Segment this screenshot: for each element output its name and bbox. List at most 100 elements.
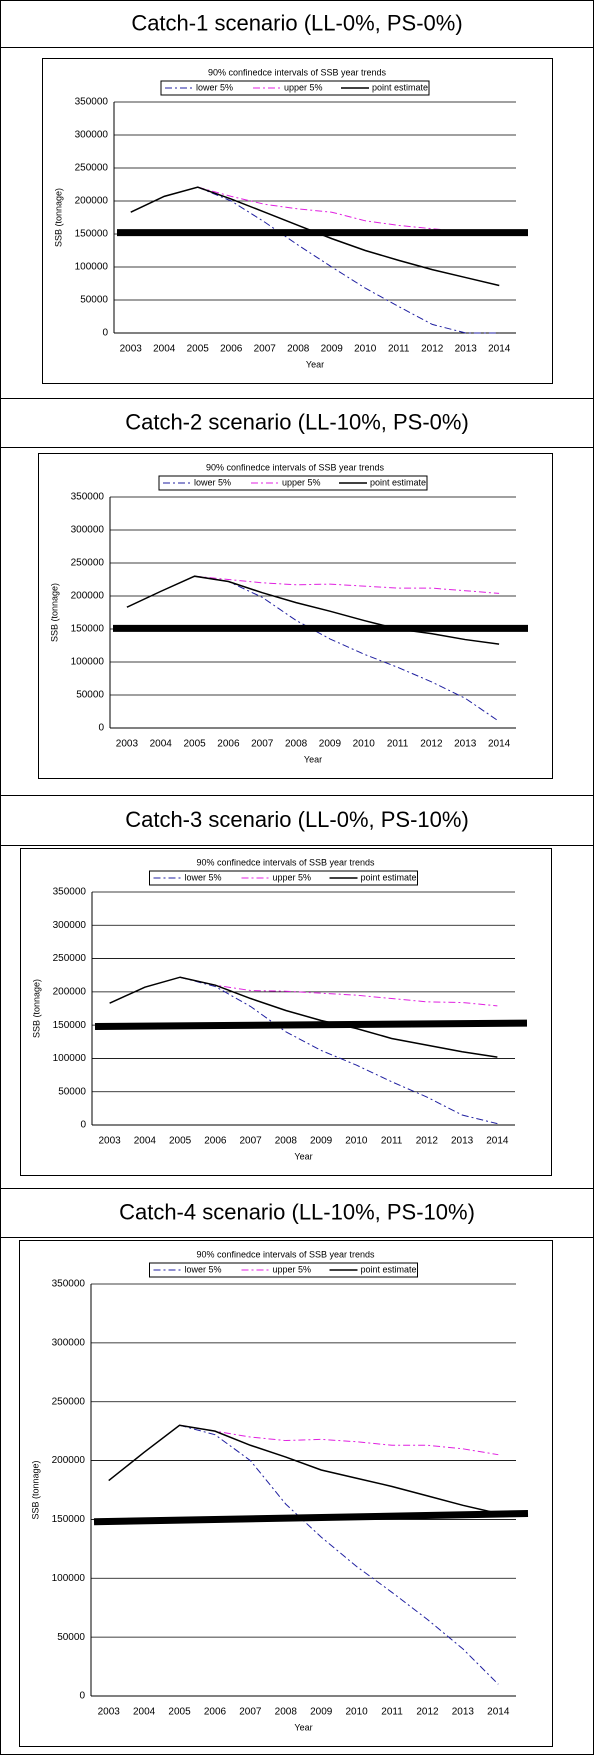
x-tick-label: 2012	[416, 1707, 439, 1718]
y-tick-label: 200000	[75, 196, 109, 207]
series-line	[109, 976, 498, 1058]
scenario-heading: Catch-3 scenario (LL-0%, PS-10%)	[125, 807, 469, 832]
reference-line	[93, 1510, 529, 1526]
legend-label: lower 5%	[194, 477, 231, 487]
x-tick-label: 2012	[420, 739, 443, 750]
y-tick-label: 100000	[75, 262, 109, 273]
x-axis-label: Year	[304, 754, 322, 764]
x-tick-label: 2009	[319, 739, 342, 750]
y-tick-label: 300000	[75, 130, 109, 141]
y-axis-label: SSB (tonnage)	[31, 979, 41, 1038]
x-tick-label: 2009	[310, 1707, 333, 1718]
x-tick-label: 2011	[388, 344, 410, 355]
chart-title: 90% confinedce intervals of SSB year tre…	[208, 67, 387, 77]
y-axis-label: SSB (tonnage)	[30, 1460, 40, 1519]
x-tick-label: 2007	[240, 1136, 263, 1147]
x-tick-label: 2008	[285, 739, 308, 750]
legend: lower 5% upper 5% point estimate	[149, 1262, 418, 1278]
legend-label: point estimate	[361, 872, 417, 882]
y-tick-label: 350000	[75, 97, 109, 108]
x-tick-label: 2007	[239, 1707, 262, 1718]
x-tick-label: 2014	[486, 1136, 509, 1147]
x-tick-label: 2003	[116, 739, 139, 750]
series-line	[126, 575, 500, 645]
x-tick-label: 2012	[421, 344, 444, 355]
x-tick-label: 2005	[168, 1707, 191, 1718]
x-tick-label: 2006	[204, 1707, 227, 1718]
y-tick-label: 150000	[52, 1514, 86, 1525]
scenario-heading: Catch-2 scenario (LL-10%, PS-0%)	[125, 409, 469, 434]
x-tick-label: 2008	[275, 1136, 298, 1147]
y-tick-label: 200000	[53, 986, 87, 997]
series-line	[179, 1424, 499, 1456]
y-tick-label: 300000	[53, 920, 87, 931]
y-axis-label: SSB (tonnage)	[49, 583, 59, 642]
legend-label: point estimate	[361, 1264, 417, 1274]
y-tick-label: 350000	[53, 887, 87, 898]
x-tick-label: 2007	[254, 344, 277, 355]
x-tick-label: 2009	[310, 1136, 333, 1147]
y-tick-label: 50000	[58, 1086, 86, 1097]
series-line	[197, 186, 500, 334]
legend-label: upper 5%	[282, 477, 321, 487]
chart-title: 90% confinedce intervals of SSB year tre…	[196, 857, 375, 867]
legend-label: lower 5%	[185, 1264, 222, 1274]
legend-label: upper 5%	[273, 1264, 312, 1274]
x-tick-label: 2010	[346, 1707, 369, 1718]
y-tick-label: 350000	[52, 1279, 86, 1290]
y-axis-label: SSB (tonnage)	[53, 188, 63, 247]
legend-frame	[158, 475, 428, 491]
y-tick-label: 300000	[52, 1337, 86, 1348]
series-line	[194, 575, 500, 722]
x-tick-label: 2011	[381, 1707, 403, 1718]
y-tick-label: 0	[80, 1120, 86, 1131]
x-tick-label: 2004	[134, 1136, 157, 1147]
y-tick-label: 200000	[71, 591, 105, 602]
x-tick-label: 2003	[98, 1707, 121, 1718]
chart-frame	[42, 58, 553, 384]
x-tick-label: 2006	[217, 739, 240, 750]
series-line	[179, 976, 498, 1125]
series-line	[180, 976, 498, 1007]
x-tick-label: 2010	[354, 344, 377, 355]
x-tick-label: 2013	[451, 1136, 474, 1147]
legend-label: point estimate	[370, 477, 426, 487]
legend-label: point estimate	[372, 82, 428, 92]
legend-label: upper 5%	[284, 82, 323, 92]
legend-frame	[160, 80, 430, 96]
y-tick-label: 50000	[76, 690, 104, 701]
x-tick-label: 2008	[275, 1707, 298, 1718]
y-tick-label: 100000	[52, 1573, 86, 1584]
x-tick-label: 2008	[287, 344, 310, 355]
legend: lower 5% upper 5% point estimate	[149, 870, 418, 886]
chart-frame	[38, 453, 553, 779]
y-tick-label: 100000	[71, 657, 105, 668]
y-tick-label: 50000	[57, 1632, 85, 1643]
legend-label: lower 5%	[185, 872, 222, 882]
legend-label: upper 5%	[273, 872, 312, 882]
x-tick-label: 2007	[251, 739, 274, 750]
y-tick-label: 100000	[53, 1053, 87, 1064]
y-tick-label: 300000	[71, 525, 105, 536]
x-tick-label: 2010	[353, 739, 376, 750]
x-tick-label: 2013	[452, 1707, 475, 1718]
y-tick-label: 200000	[52, 1455, 86, 1466]
x-axis-label: Year	[294, 1151, 312, 1161]
x-tick-label: 2005	[183, 739, 206, 750]
legend-frame	[149, 1262, 418, 1278]
x-tick-label: 2004	[153, 344, 176, 355]
x-tick-label: 2005	[169, 1136, 192, 1147]
x-tick-label: 2014	[488, 344, 511, 355]
x-tick-label: 2013	[454, 739, 477, 750]
y-tick-label: 250000	[75, 163, 109, 174]
x-tick-label: 2009	[321, 344, 344, 355]
x-tick-label: 2013	[455, 344, 478, 355]
legend-label: lower 5%	[196, 82, 233, 92]
y-tick-label: 50000	[80, 295, 108, 306]
series-line	[194, 575, 500, 594]
scenario-heading: Catch-1 scenario (LL-0%, PS-0%)	[131, 10, 462, 35]
scenario-heading: Catch-4 scenario (LL-10%, PS-10%)	[119, 1199, 475, 1224]
y-tick-label: 250000	[53, 953, 87, 964]
x-tick-label: 2006	[204, 1136, 227, 1147]
